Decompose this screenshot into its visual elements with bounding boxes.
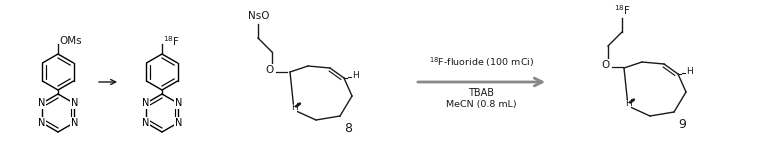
Text: 9: 9 xyxy=(678,118,686,131)
Text: NsO: NsO xyxy=(248,11,270,21)
Text: $^{18}$F: $^{18}$F xyxy=(163,34,180,48)
Text: O: O xyxy=(602,60,610,70)
Text: N: N xyxy=(38,98,45,109)
Text: $^{18}$F-fluoride (100 mCi): $^{18}$F-fluoride (100 mCi) xyxy=(429,55,534,69)
Text: OMs: OMs xyxy=(59,36,82,46)
Text: N: N xyxy=(142,118,149,128)
Text: 8: 8 xyxy=(344,122,352,134)
Text: H: H xyxy=(624,100,631,109)
Text: N: N xyxy=(71,118,78,128)
Text: TBAB: TBAB xyxy=(468,88,494,98)
Text: N: N xyxy=(175,118,182,128)
Text: $^{18}$F: $^{18}$F xyxy=(614,3,631,17)
Text: H: H xyxy=(352,72,359,80)
Text: N: N xyxy=(38,118,45,128)
Text: N: N xyxy=(71,98,78,109)
Text: H: H xyxy=(290,103,297,112)
Text: O: O xyxy=(266,65,274,75)
Text: MeCN (0.8 mL): MeCN (0.8 mL) xyxy=(446,100,517,109)
Text: N: N xyxy=(142,98,149,109)
Text: N: N xyxy=(175,98,182,109)
Text: H: H xyxy=(686,67,693,76)
